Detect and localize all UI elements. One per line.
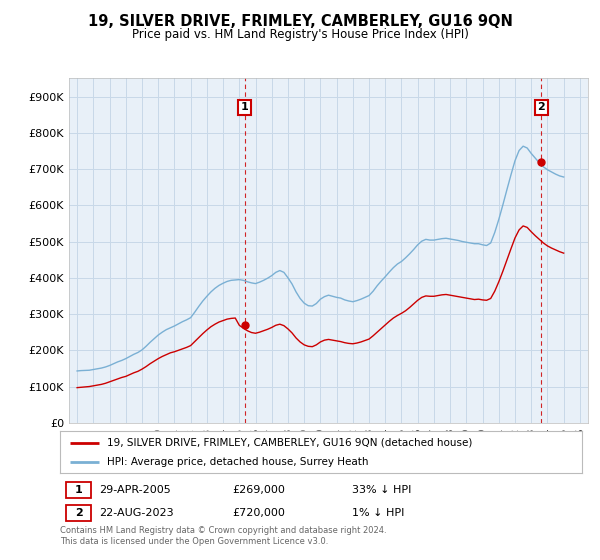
Text: 33% ↓ HPI: 33% ↓ HPI [352, 484, 412, 494]
Text: 29-APR-2005: 29-APR-2005 [99, 484, 171, 494]
Text: 1% ↓ HPI: 1% ↓ HPI [352, 508, 404, 518]
Text: 2: 2 [538, 102, 545, 113]
Text: Price paid vs. HM Land Registry's House Price Index (HPI): Price paid vs. HM Land Registry's House … [131, 28, 469, 41]
FancyBboxPatch shape [66, 482, 91, 498]
Text: Contains HM Land Registry data © Crown copyright and database right 2024.
This d: Contains HM Land Registry data © Crown c… [60, 526, 386, 546]
Text: 19, SILVER DRIVE, FRIMLEY, CAMBERLEY, GU16 9QN: 19, SILVER DRIVE, FRIMLEY, CAMBERLEY, GU… [88, 14, 512, 29]
Text: 1: 1 [241, 102, 248, 113]
Text: £269,000: £269,000 [232, 484, 285, 494]
Text: 19, SILVER DRIVE, FRIMLEY, CAMBERLEY, GU16 9QN (detached house): 19, SILVER DRIVE, FRIMLEY, CAMBERLEY, GU… [107, 437, 472, 447]
Text: HPI: Average price, detached house, Surrey Heath: HPI: Average price, detached house, Surr… [107, 457, 368, 467]
FancyBboxPatch shape [66, 505, 91, 521]
Text: £720,000: £720,000 [232, 508, 285, 518]
Text: 1: 1 [75, 484, 83, 494]
Text: 22-AUG-2023: 22-AUG-2023 [99, 508, 174, 518]
Text: 2: 2 [75, 508, 83, 518]
